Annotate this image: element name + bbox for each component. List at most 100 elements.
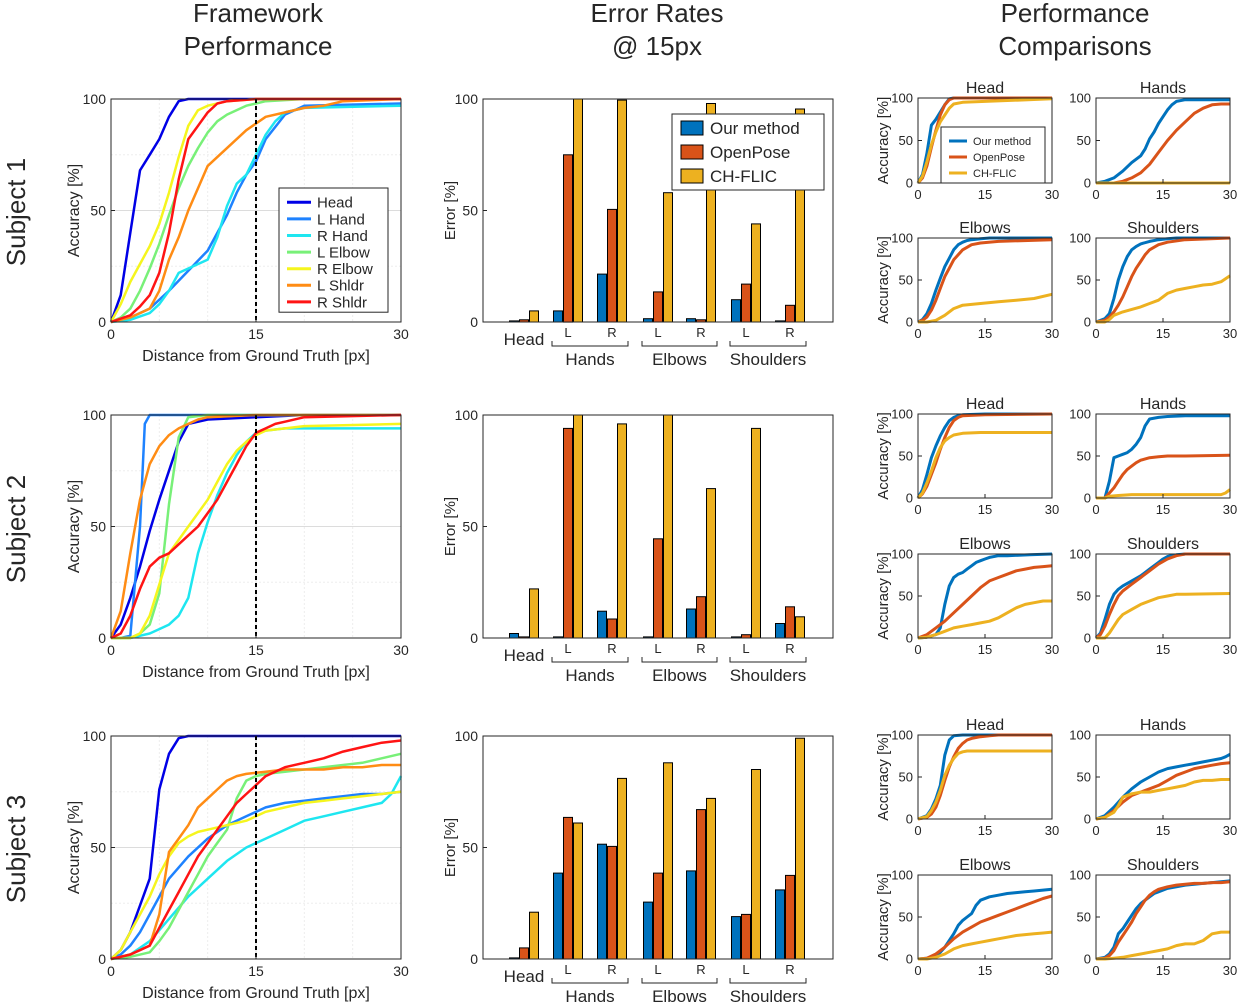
series-line-r-shldr (110, 97, 401, 324)
series-line-r-shldr (110, 739, 402, 961)
y-tick-label: 100 (455, 407, 479, 423)
y-tick-label: 0 (1084, 176, 1091, 191)
series-line-l-shldr (109, 413, 401, 639)
category-sub-label: R (785, 325, 794, 340)
row-label-subject-3: Subject 3 (1, 795, 31, 903)
category-label-shoulders: Shoulders (730, 666, 807, 685)
bar-ch-flic (617, 777, 627, 960)
bar-openpose (653, 872, 663, 960)
y-axis-label: Accuracy [%] (66, 480, 83, 573)
category-sub-label: L (654, 641, 661, 656)
y-tick-label: 50 (462, 519, 478, 535)
chart-title: Hands (1140, 396, 1186, 413)
category-sub-label: R (696, 962, 705, 977)
chart-s1-error: 0 50 100 Error [%] L R L R L R Head Hands Elbows Shou… (442, 91, 834, 369)
series-line-openpose (917, 564, 1053, 640)
category-label-shoulders: Shoulders (730, 350, 807, 369)
bar-ch-flic (529, 588, 539, 639)
chart-title: Head (966, 717, 1004, 734)
category-sub-label: R (696, 325, 705, 340)
x-tick-label: 15 (1156, 823, 1170, 838)
bar-ch-flic (751, 223, 761, 323)
y-axis-label: Accuracy [%] (875, 733, 892, 821)
chart-s2-framework: 0 15 30 0 50 100 Distance from Ground Truth [p… (66, 407, 409, 681)
x-tick-label: 30 (1045, 642, 1059, 657)
bar-our-method (509, 633, 519, 639)
category-label-head: Head (504, 646, 545, 665)
x-tick-label: 0 (1092, 823, 1099, 838)
x-tick-label: 30 (1223, 326, 1237, 341)
bar-openpose (741, 283, 751, 323)
plot-area (918, 875, 1052, 959)
col3-header-line2: Comparisons (998, 31, 1151, 61)
x-tick-label: 30 (393, 326, 409, 342)
legend-label: R Shldr (317, 294, 367, 311)
bar-ch-flic (573, 414, 583, 639)
category-label-hands: Hands (565, 987, 614, 1006)
x-tick-label: 0 (107, 326, 115, 342)
y-tick-label: 0 (1084, 952, 1091, 967)
legend-label: CH-FLIC (973, 168, 1016, 180)
y-tick-label: 100 (1069, 547, 1091, 562)
y-tick-label: 0 (906, 176, 913, 191)
group-bracket (729, 341, 807, 347)
series-line-ch-flic (916, 97, 1053, 184)
bar-ch-flic (529, 911, 539, 960)
y-tick-label: 100 (455, 91, 479, 107)
chart-title: Shoulders (1127, 536, 1199, 553)
x-tick-label: 30 (1223, 642, 1237, 657)
bar-openpose (607, 618, 617, 639)
series-line-openpose (1095, 880, 1231, 961)
chart-title: Elbows (959, 536, 1011, 553)
legend-swatch (680, 168, 704, 184)
x-tick-label: 30 (1223, 502, 1237, 517)
chart-title: Elbows (959, 857, 1011, 874)
bar-ch-flic (751, 427, 761, 639)
bar-openpose (785, 874, 795, 960)
group-bracket (551, 341, 629, 347)
plot-area (918, 735, 1052, 819)
error-legend: Our method OpenPose CH-FLIC (671, 113, 825, 191)
category-label-head: Head (504, 330, 545, 349)
series-line-ch-flic (1096, 592, 1231, 640)
bar-our-method (643, 901, 653, 960)
bar-our-method (686, 608, 696, 639)
y-axis-label: Error [%] (442, 181, 459, 240)
x-tick-label: 0 (1092, 326, 1099, 341)
category-sub-label: R (785, 962, 794, 977)
bar-openpose (785, 606, 795, 639)
y-tick-label: 0 (906, 491, 913, 506)
comparison-legend: Our method OpenPose CH-FLIC (940, 126, 1046, 184)
category-sub-label: L (564, 962, 571, 977)
legend-label: Our method (710, 119, 800, 138)
chart-s1-cmp-shoulders: 0 15 30 0 50 100 Shoulders (1069, 220, 1237, 341)
y-tick-label: 50 (1077, 589, 1091, 604)
bar-our-method (553, 310, 563, 323)
y-tick-label: 100 (1069, 868, 1091, 883)
y-tick-label: 100 (891, 728, 913, 743)
x-tick-label: 0 (107, 963, 115, 979)
x-tick-label: 0 (914, 326, 921, 341)
bar-openpose (653, 291, 663, 323)
category-sub-label: R (607, 325, 616, 340)
col2-header-line2: @ 15px (612, 31, 702, 61)
chart-s2-cmp-shoulders: 0 15 30 0 50 100 Shoulders (1069, 536, 1237, 657)
series-line-ch-flic (918, 930, 1053, 961)
y-tick-label: 100 (83, 407, 107, 423)
x-tick-label: 30 (393, 963, 409, 979)
y-tick-label: 0 (906, 952, 913, 967)
category-label-shoulders: Shoulders (730, 987, 807, 1006)
chart-s3-cmp-shoulders: 0 15 30 0 50 100 Shoulders (1069, 857, 1237, 978)
x-tick-label: 15 (978, 823, 992, 838)
x-tick-label: 30 (393, 642, 409, 658)
y-tick-label: 50 (899, 910, 913, 925)
category-label-head: Head (504, 967, 545, 986)
bar-ch-flic (795, 616, 805, 639)
y-tick-label: 50 (90, 839, 106, 855)
bar-our-method (775, 623, 785, 639)
y-axis-label: Accuracy [%] (66, 801, 83, 894)
series-line-r-elbow (111, 422, 402, 640)
chart-title: Elbows (959, 220, 1011, 237)
